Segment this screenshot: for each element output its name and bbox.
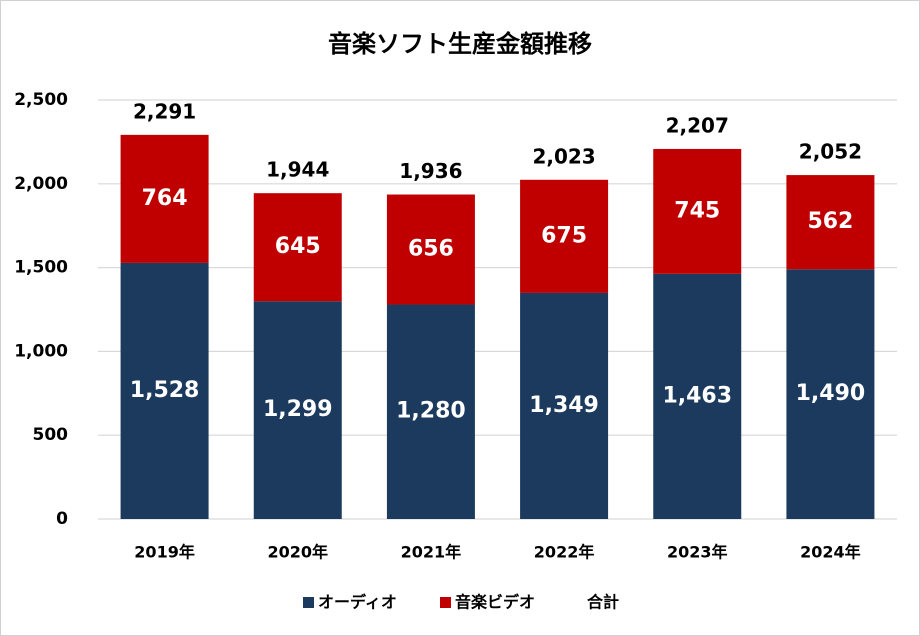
y-tick-label: 0: [56, 509, 68, 529]
bar-segment: [120, 262, 209, 519]
value-label: 745: [674, 198, 720, 223]
legend-label: 音楽ビデオ: [455, 593, 535, 612]
x-tick-label: 2022年: [534, 543, 595, 562]
y-tick-label: 2,000: [14, 174, 68, 194]
total-label: 2,207: [666, 114, 729, 138]
x-tick-label: 2021年: [401, 543, 462, 562]
bar-segment: [253, 301, 342, 519]
total-label: 1,936: [399, 159, 462, 183]
value-label: 1,463: [662, 383, 732, 408]
x-tick-label: 2023年: [667, 543, 728, 562]
bar-segment: [520, 292, 609, 519]
value-label: 656: [408, 236, 454, 261]
total-label: 2,023: [532, 144, 595, 168]
bar-segment: [386, 194, 475, 305]
y-tick-label: 2,500: [14, 90, 68, 110]
y-tick-label: 1,000: [14, 341, 68, 361]
bar-segment: [386, 304, 475, 519]
value-label: 1,280: [396, 399, 466, 424]
total-label: 2,052: [799, 140, 862, 164]
value-label: 645: [275, 234, 321, 259]
value-label: 1,490: [796, 381, 866, 406]
x-tick-label: 2019年: [134, 543, 195, 562]
value-label: 764: [142, 186, 188, 211]
legend-label: 合計: [587, 593, 619, 612]
y-tick-label: 1,500: [14, 258, 68, 278]
value-label: 1,528: [130, 378, 200, 403]
bar-segment: [786, 269, 875, 519]
chart-title: 音楽ソフト生産金額推移: [328, 30, 592, 58]
x-tick-label: 2024年: [800, 543, 861, 562]
value-label: 1,349: [529, 393, 599, 418]
total-label: 1,944: [266, 158, 329, 182]
value-label: 562: [807, 209, 853, 234]
value-label: 675: [541, 223, 587, 248]
bar-segment: [520, 179, 609, 293]
bar-segment: [786, 175, 875, 270]
legend-label: オーディオ: [318, 593, 397, 612]
total-label: 2,291: [133, 100, 196, 124]
legend-marker: [303, 597, 314, 608]
bar-segment: [653, 273, 742, 519]
y-tick-label: 500: [33, 425, 69, 445]
value-label: 1,299: [263, 397, 333, 422]
bar-segment: [253, 193, 342, 302]
x-tick-label: 2020年: [267, 543, 328, 562]
legend-marker: [440, 597, 451, 608]
bar-segment: [653, 148, 742, 274]
bar-segment: [120, 134, 209, 263]
